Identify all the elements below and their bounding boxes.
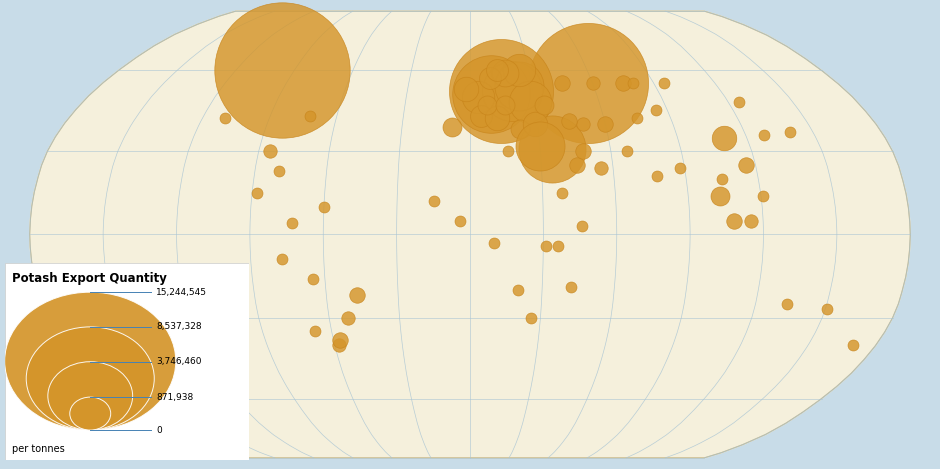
Point	[575, 222, 590, 230]
Point	[820, 305, 835, 313]
Text: 8,537,328: 8,537,328	[156, 322, 202, 332]
Point	[489, 114, 504, 122]
Point	[272, 167, 287, 174]
Point	[497, 101, 512, 108]
Point	[274, 67, 290, 74]
Point	[479, 101, 494, 108]
Point	[523, 98, 538, 106]
Circle shape	[5, 292, 176, 430]
Point	[504, 88, 519, 95]
Point	[619, 148, 634, 155]
Point	[482, 75, 497, 82]
Point	[284, 219, 299, 227]
Point	[274, 256, 290, 263]
Point	[581, 80, 596, 87]
Point	[332, 341, 347, 349]
Point	[528, 120, 543, 128]
Point	[713, 192, 728, 199]
Point	[570, 161, 585, 169]
Point	[757, 131, 772, 138]
Point	[263, 148, 278, 155]
Point	[846, 341, 861, 349]
Point	[512, 82, 527, 90]
Point	[714, 175, 729, 183]
Point	[649, 106, 664, 114]
Point	[561, 117, 576, 125]
Circle shape	[48, 362, 133, 430]
Point	[249, 189, 264, 197]
Circle shape	[26, 327, 154, 430]
Point	[756, 192, 771, 199]
Point	[555, 189, 570, 197]
Point	[731, 98, 746, 106]
Point	[779, 300, 794, 308]
Point	[333, 336, 348, 343]
Point	[511, 67, 526, 74]
Point	[575, 120, 590, 128]
Text: 871,938: 871,938	[156, 393, 194, 401]
Point	[564, 283, 579, 291]
Text: 0: 0	[156, 425, 162, 435]
Point	[616, 80, 631, 87]
Point	[626, 80, 641, 87]
Point	[630, 114, 645, 122]
Point	[650, 173, 665, 180]
Point	[471, 93, 486, 100]
Text: Potash Export Quantity: Potash Export Quantity	[12, 272, 167, 286]
Point	[539, 242, 554, 250]
FancyBboxPatch shape	[5, 263, 249, 460]
Point	[303, 112, 318, 119]
Point	[782, 129, 797, 136]
Circle shape	[70, 397, 111, 430]
Point	[445, 123, 460, 130]
Point	[656, 80, 671, 87]
Point	[306, 275, 321, 282]
Point	[532, 142, 547, 150]
Point	[317, 203, 332, 211]
Point	[727, 217, 742, 224]
Point	[594, 164, 609, 172]
Point	[716, 134, 731, 141]
Point	[494, 88, 509, 95]
Point	[217, 114, 232, 122]
Point	[350, 292, 365, 299]
Point	[512, 126, 527, 133]
Point	[739, 161, 754, 169]
Point	[744, 217, 759, 224]
Point	[498, 69, 513, 77]
Point	[500, 148, 515, 155]
Point	[474, 112, 489, 119]
Polygon shape	[30, 11, 910, 458]
Point	[551, 242, 566, 250]
Text: 3,746,460: 3,746,460	[156, 357, 202, 366]
Point	[487, 239, 502, 247]
Point	[490, 67, 505, 74]
Point	[510, 286, 525, 294]
Point	[536, 101, 551, 108]
Text: 15,244,545: 15,244,545	[156, 287, 207, 297]
Point	[308, 328, 323, 335]
Point	[459, 85, 474, 92]
Point	[426, 197, 441, 205]
Point	[453, 217, 468, 224]
Point	[524, 314, 539, 321]
Point	[340, 314, 355, 321]
Text: per tonnes: per tonnes	[12, 444, 65, 454]
Point	[585, 80, 600, 87]
Point	[483, 90, 498, 98]
Point	[575, 148, 590, 155]
Point	[544, 145, 559, 152]
Point	[672, 164, 687, 172]
Point	[598, 120, 613, 128]
Point	[555, 80, 570, 87]
